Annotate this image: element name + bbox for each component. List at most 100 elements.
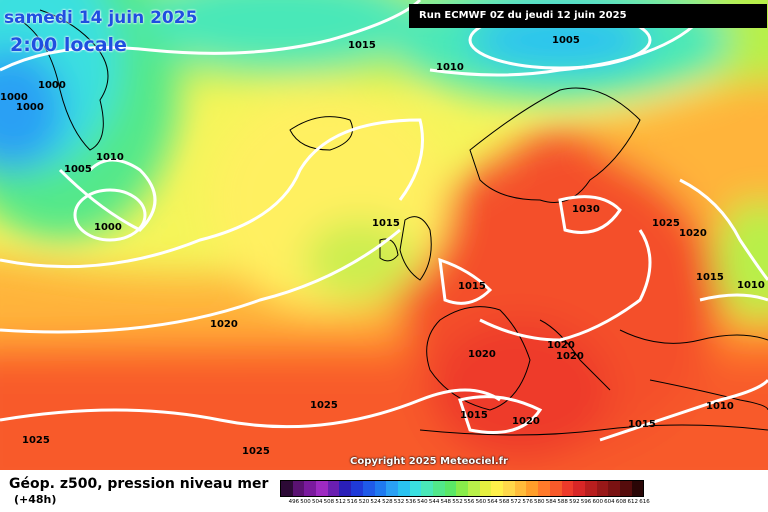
scale-tick-label: 504 [311, 499, 323, 505]
scale-tick-label: 512 [335, 499, 346, 505]
scale-swatch [631, 481, 644, 496]
isobar-label: 1020 [468, 349, 496, 360]
scale-swatch [397, 481, 410, 496]
run-info-banner: Run ECMWF 0Z du jeudi 12 juin 2025 [409, 4, 767, 28]
isobar-label: 1000 [16, 102, 44, 113]
isobar-label: 1025 [652, 218, 680, 229]
scale-swatch [292, 481, 305, 496]
isobar-label: 1020 [547, 340, 575, 351]
scale-swatch [327, 481, 340, 496]
color-scale-ticks: 496 500 504 508 512 516 520 524 528 532 536 540 544 5… [288, 499, 650, 505]
scale-swatch [573, 481, 585, 496]
scale-tick-label: 552 [452, 499, 463, 505]
isobar-label: 1020 [210, 319, 238, 330]
scale-swatch [432, 481, 445, 496]
scale-swatch [386, 481, 398, 496]
isobar-label: 1025 [22, 435, 50, 446]
scale-tick-label: 508 [323, 499, 335, 505]
forecast-local-time: 2:00 locale [10, 34, 127, 56]
scale-swatch [584, 481, 597, 496]
scale-swatch [526, 481, 539, 496]
isobar-label: 1015 [372, 218, 400, 229]
scale-tick-label: 616 [639, 499, 650, 505]
isobar-label: 1005 [64, 164, 92, 175]
scale-tick-label: 520 [358, 499, 370, 505]
scale-tick-label: 584 [545, 499, 557, 505]
scale-swatch [456, 481, 468, 496]
scale-tick-label: 516 [347, 499, 358, 505]
isobar-label: 1015 [696, 272, 724, 283]
scale-tick-label: 556 [463, 499, 475, 505]
scale-swatch [514, 481, 527, 496]
scale-swatch [549, 481, 562, 496]
scale-swatch [304, 481, 317, 496]
scale-swatch [479, 481, 492, 496]
scale-swatch [444, 481, 457, 496]
isobar-label: 1000 [0, 92, 28, 103]
isobar-label: 1015 [628, 419, 656, 430]
isobar-label: 1010 [706, 401, 734, 412]
color-scale [280, 480, 645, 497]
scale-tick-label: 608 [615, 499, 627, 505]
scale-tick-label: 528 [382, 499, 393, 505]
scale-swatch [421, 481, 433, 496]
isobar-label: 1015 [348, 40, 376, 51]
scale-tick-label: 588 [557, 499, 568, 505]
scale-swatch [538, 481, 550, 496]
scale-tick-label: 560 [475, 499, 487, 505]
scale-tick-label: 548 [440, 499, 452, 505]
scale-tick-label: 496 [288, 499, 300, 505]
scale-swatch [339, 481, 352, 496]
scale-swatch [619, 481, 632, 496]
scale-tick-label: 536 [405, 499, 416, 505]
isobar-label: 1025 [242, 446, 270, 457]
scale-swatch [503, 481, 515, 496]
scale-tick-label: 612 [627, 499, 639, 505]
isobar-labels: 1015 1005 1010 1000 1000 1000 1005 1000 … [0, 35, 765, 457]
scale-swatch [491, 481, 504, 496]
scale-swatch [561, 481, 574, 496]
scale-swatch [608, 481, 620, 496]
scale-tick-label: 500 [300, 499, 311, 505]
scale-swatch [351, 481, 363, 496]
isobar-label: 1000 [38, 80, 66, 91]
isobar-label: 1015 [460, 410, 488, 421]
isobar-label: 1015 [458, 281, 486, 292]
scale-tick-label: 564 [487, 499, 498, 505]
scale-swatch [362, 481, 375, 496]
isobar-label: 1010 [96, 152, 124, 163]
scale-swatch [374, 481, 387, 496]
forecast-map: 1015 1005 1010 1000 1000 1000 1005 1000 … [0, 0, 768, 470]
scale-tick-label: 540 [417, 499, 428, 505]
isobar-label: 1010 [436, 62, 464, 73]
isobar-label: 1025 [310, 400, 338, 411]
coastlines [19, 9, 768, 436]
forecast-hour: (+48h) [14, 493, 57, 506]
scale-swatch [468, 481, 480, 496]
forecast-date: samedi 14 juin 2025 [4, 8, 198, 28]
scale-tick-label: 580 [534, 499, 545, 505]
scale-tick-label: 576 [522, 499, 533, 505]
scale-tick-label: 568 [498, 499, 510, 505]
scale-tick-label: 524 [370, 499, 381, 505]
copyright-text: Copyright 2025 Meteociel.fr [350, 456, 508, 467]
geopotential-field [0, 0, 768, 470]
scale-tick-label: 572 [510, 499, 522, 505]
isobar-label: 1020 [512, 416, 540, 427]
scale-tick-label: 596 [580, 499, 592, 505]
scale-tick-label: 592 [569, 499, 580, 505]
isobars [0, 0, 768, 442]
scale-tick-label: 544 [428, 499, 440, 505]
map-variable-title: Géop. z500, pression niveau mer [9, 476, 269, 492]
isobar-label: 1020 [679, 228, 707, 239]
scale-tick-label: 532 [393, 499, 405, 505]
scale-swatch [316, 481, 328, 496]
scale-tick-label: 604 [604, 499, 615, 505]
legend-footer: Géop. z500, pression niveau mer (+48h) 4… [0, 470, 768, 512]
isobar-label: 1000 [94, 222, 122, 233]
scale-swatch [596, 481, 609, 496]
scale-tick-label: 600 [592, 499, 603, 505]
isobar-label: 1010 [737, 280, 765, 291]
isobar-label: 1005 [552, 35, 580, 46]
scale-swatch [409, 481, 422, 496]
